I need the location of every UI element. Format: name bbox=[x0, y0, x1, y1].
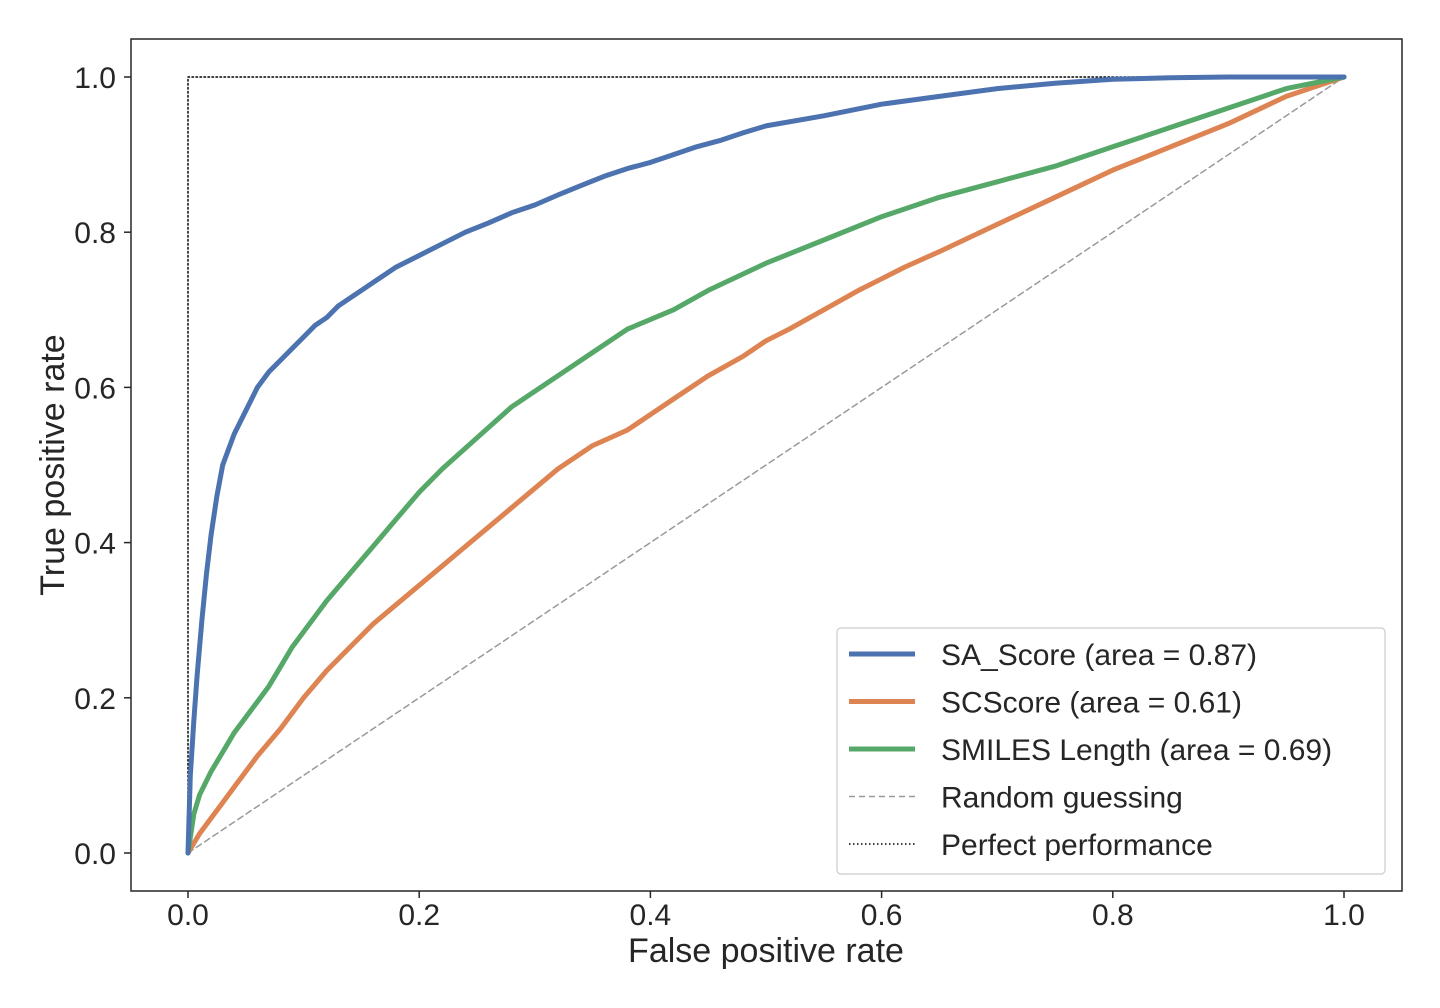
legend-frame bbox=[836, 627, 1386, 875]
legend: SA_Score (area = 0.87) SCScore (area = 0.… bbox=[836, 627, 1386, 875]
y-axis-label: True positive rate bbox=[34, 334, 72, 595]
ticks-layer: 0.0 0.2 0.4 0.6 0.8 1.0 0.0 0.2 0.4 0.6 0.8 1.0 bbox=[74, 62, 1365, 932]
legend-label-perfect-performance: Perfect performance bbox=[941, 829, 1213, 862]
x-tick-label: 0.2 bbox=[398, 899, 440, 932]
x-axis-label: False positive rate bbox=[628, 932, 904, 970]
legend-label-smiles-length: SMILES Length (area = 0.69) bbox=[941, 734, 1332, 767]
legend-label-random-guessing: Random guessing bbox=[941, 782, 1183, 815]
x-tick-label: 1.0 bbox=[1323, 899, 1365, 932]
x-tick-label: 0.4 bbox=[630, 899, 672, 932]
series-line-random-guessing bbox=[187, 76, 1345, 854]
series-line-smiles-length bbox=[185, 74, 1347, 856]
x-tick-label: 0.6 bbox=[861, 899, 903, 932]
legend-label-sa-score: SA_Score (area = 0.87) bbox=[941, 639, 1257, 672]
series-line-scscore bbox=[185, 74, 1347, 856]
series-line-sa-score bbox=[185, 74, 1347, 856]
series-layer bbox=[185, 74, 1347, 856]
legend-label-scscore: SCScore (area = 0.61) bbox=[941, 687, 1242, 720]
x-tick-label: 0.8 bbox=[1092, 899, 1134, 932]
y-tick-label: 0.4 bbox=[74, 528, 116, 561]
y-tick-label: 0.2 bbox=[74, 683, 116, 716]
legend-items: SA_Score (area = 0.87) SCScore (area = 0.… bbox=[849, 639, 1332, 862]
x-tick-label: 0.0 bbox=[167, 899, 209, 932]
y-tick-label: 1.0 bbox=[74, 62, 116, 95]
y-tick-label: 0.8 bbox=[74, 217, 116, 250]
y-tick-label: 0.6 bbox=[74, 372, 116, 405]
y-tick-label: 0.0 bbox=[74, 838, 116, 871]
series-line-perfect-performance bbox=[187, 76, 1345, 854]
